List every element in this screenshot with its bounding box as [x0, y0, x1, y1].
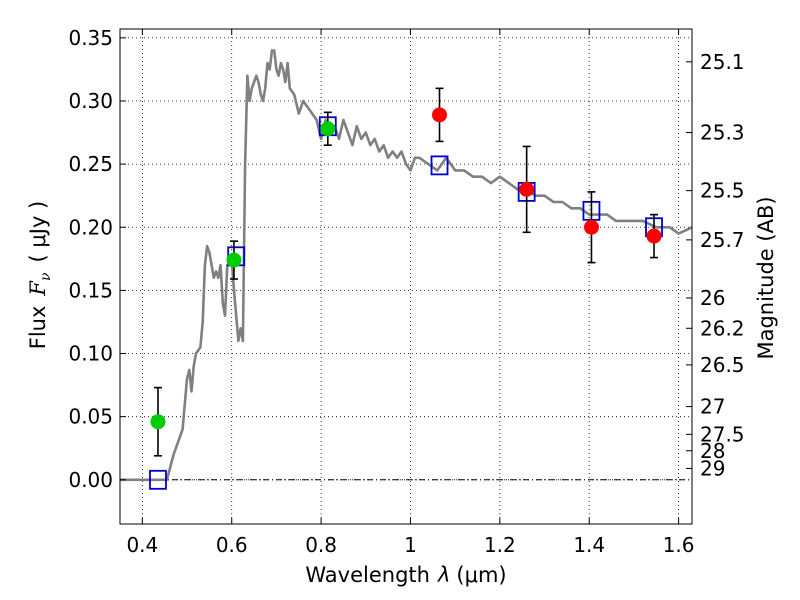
- model-photometry-point: [430, 155, 449, 176]
- y-tick-label: 0.25: [68, 152, 113, 176]
- x-axis-symbol: λ: [437, 563, 450, 587]
- x-tick-label: 0.4: [126, 533, 158, 557]
- y2-tick-label: 26.5: [700, 353, 745, 377]
- y-axis-title-text: Flux: [26, 306, 50, 350]
- y-tick-label: 0.20: [68, 215, 113, 239]
- series-line: [120, 49, 693, 482]
- x-tick-label: 1.4: [573, 533, 605, 557]
- model-photometry-point: [149, 469, 167, 490]
- observed-flux-point: [226, 252, 242, 268]
- series-filled-circle: [432, 87, 662, 264]
- y-axis-symbol: F: [26, 280, 50, 297]
- plot-frame: [119, 28, 693, 525]
- observed-flux-point: [583, 219, 599, 235]
- y2-tick-label: 28: [700, 439, 725, 463]
- y2-tick-label: 25.5: [700, 179, 745, 203]
- y-tick-label: 0.35: [68, 26, 113, 50]
- y2-tick-label: 29: [700, 456, 725, 480]
- y-tick-label: 0.30: [68, 89, 113, 113]
- y2-tick-label: 26: [700, 286, 725, 310]
- x-tick-label: 1.2: [484, 533, 516, 557]
- series-filled-circle: [150, 111, 336, 457]
- y2-tick-label: 27.5: [700, 422, 745, 446]
- observed-flux-point: [646, 228, 662, 244]
- observed-flux-point: [320, 121, 336, 137]
- y-axis-subscript: ν: [38, 272, 54, 281]
- x-tick-label: 0.6: [216, 533, 248, 557]
- x-axis-unit: (μm): [456, 563, 506, 587]
- x-tick-label: 0.8: [305, 533, 337, 557]
- observed-flux-point: [432, 107, 448, 123]
- sed-model-line: [120, 49, 693, 482]
- observed-flux-point: [519, 181, 535, 197]
- y2-tick-label: 25.7: [700, 228, 745, 252]
- y2-tick-label: 26.2: [700, 316, 745, 340]
- y2-axis-title: Magnitude (AB): [754, 196, 778, 359]
- y2-tick-label: 25.3: [700, 121, 745, 145]
- y-axis-unit: ( μJy ): [26, 201, 50, 263]
- x-axis-title-text: Wavelength: [305, 563, 430, 587]
- grid: [120, 29, 692, 524]
- y2-tick-label: 27: [700, 395, 725, 419]
- plot-area: [120, 49, 693, 490]
- x-axis-title: Wavelength λ (μm): [305, 563, 506, 587]
- y-tick-label: 0.15: [68, 278, 113, 302]
- x-tick-label: 1: [404, 533, 417, 557]
- y-axis-title: Flux Fν ( μJy ): [26, 201, 54, 349]
- y-tick-label: 0.05: [68, 405, 113, 429]
- axis-ticks: 0.4 0.6 0.8 1 1.2 1.4 1.6 0.00 0.05 0.10 0.15 0.20 0…: [68, 26, 744, 557]
- y-tick-label: 0.10: [68, 342, 113, 366]
- observed-flux-point: [150, 414, 166, 430]
- y2-tick-label: 25.1: [700, 50, 745, 74]
- x-tick-label: 1.6: [663, 533, 695, 557]
- y-tick-label: 0.00: [68, 468, 113, 492]
